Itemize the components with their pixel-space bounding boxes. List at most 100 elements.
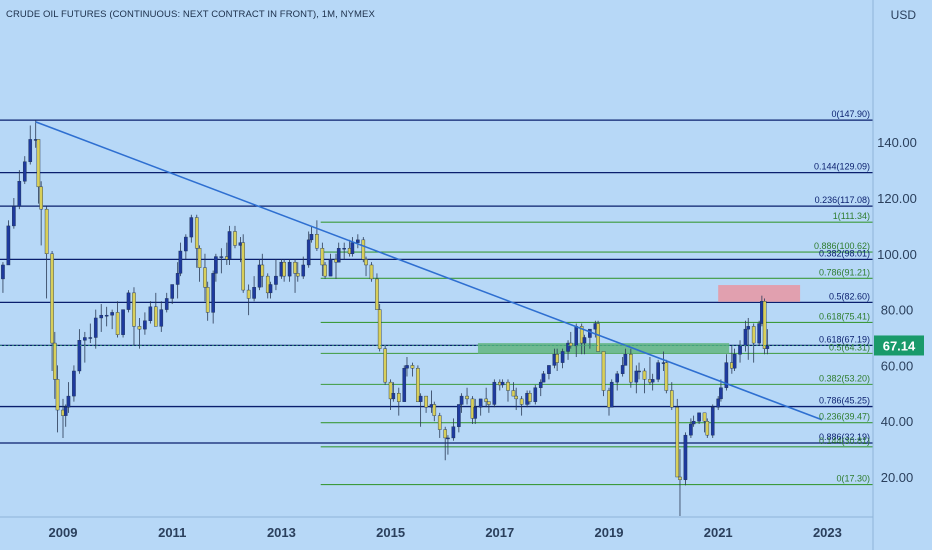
candle-body	[615, 373, 619, 383]
candle-body	[410, 365, 415, 369]
candle-body	[104, 314, 109, 317]
candle-body	[375, 278, 379, 310]
candle-body	[519, 398, 524, 405]
candle-body	[405, 365, 409, 369]
candle-body	[154, 306, 158, 327]
green-fib-label: 1(111.34)	[833, 211, 870, 221]
candle-body	[533, 387, 538, 402]
candle-body	[634, 370, 639, 383]
candle-body	[72, 370, 76, 397]
candle-body	[691, 421, 696, 425]
candle-body	[252, 287, 256, 299]
candle-body	[528, 393, 532, 402]
candle-body	[12, 206, 16, 227]
candle-body	[178, 250, 183, 274]
chart-title: CRUDE OIL FUTURES (CONTINUOUS: NEXT CONT…	[6, 9, 375, 20]
x-tick-label: 2019	[595, 525, 624, 540]
candle-body	[396, 393, 401, 402]
candle-body	[241, 242, 245, 291]
candle-body	[6, 225, 11, 266]
candle-body	[478, 398, 483, 408]
candle-body	[656, 362, 660, 380]
candle-body	[416, 367, 420, 402]
candle-body	[596, 323, 600, 352]
candle-body	[637, 370, 641, 373]
candle-body	[451, 426, 456, 439]
candle-body	[609, 381, 614, 408]
candle-body	[211, 273, 215, 313]
candle-body	[579, 326, 584, 344]
candle-body	[219, 256, 224, 258]
navy-fib-label: 0.144(129.09)	[814, 162, 870, 172]
candle-body	[293, 261, 297, 274]
x-tick-label: 2017	[485, 525, 514, 540]
candle-body	[77, 340, 82, 372]
candle-body	[110, 312, 114, 316]
green-fib-label: 0.786(91.21)	[819, 267, 870, 277]
y-tick-label: 60.00	[881, 358, 914, 373]
x-tick-label: 2021	[704, 525, 733, 540]
candle-body	[260, 264, 265, 277]
candle-body	[459, 395, 464, 405]
candle-body	[757, 323, 761, 344]
candle-body	[184, 236, 188, 252]
candle-body	[465, 395, 469, 400]
candle-body	[126, 292, 131, 310]
candle-body	[361, 239, 366, 260]
level-labels: 0(147.90) 0.144(129.09) 0.236(117.08) 0.382…	[814, 109, 870, 483]
candle-body	[295, 273, 300, 277]
y-tick-label: 100.00	[877, 247, 917, 262]
candle-body	[620, 365, 625, 374]
candle-body	[424, 395, 428, 408]
candle-body	[629, 354, 633, 383]
candle-body	[132, 292, 136, 327]
navy-fib-label: 0.5(82.60)	[829, 291, 870, 301]
resistance-zone	[718, 285, 801, 302]
candle-body	[683, 434, 688, 480]
y-tick-label: 120.00	[877, 191, 917, 206]
candle-body	[697, 412, 701, 422]
y-tick-label: 20.00	[881, 470, 914, 485]
candle-body	[762, 301, 767, 349]
green-fib-label: 0(17.30)	[836, 474, 870, 484]
candle-body	[99, 314, 104, 319]
green-fib-label: 0.382(53.20)	[819, 373, 870, 383]
candle-body	[511, 390, 516, 397]
candle-body	[233, 231, 237, 246]
price-axis[interactable]: 20.00 40.00 60.00 80.00 100.00 120.00 140.00	[872, 0, 917, 550]
candle-body	[443, 429, 448, 439]
time-axis[interactable]: 2009 2011 2013 2015 2017 2019 2021 2023	[0, 516, 873, 540]
candle-body	[664, 362, 669, 391]
candle-body	[538, 381, 543, 388]
candle-body	[1, 264, 5, 280]
candle-body	[487, 401, 491, 405]
green-fib-label: 0.236(39.47)	[819, 412, 870, 422]
candle-body	[55, 379, 60, 411]
y-tick-label: 80.00	[881, 303, 914, 318]
candle-body	[320, 248, 325, 266]
navy-fib-label: 0.886(32.19)	[819, 432, 870, 442]
candle-body	[306, 239, 311, 266]
candle-body	[143, 320, 147, 330]
y-tick-label: 40.00	[881, 414, 914, 429]
green-fib-label: 0.144(30.81)	[819, 436, 870, 446]
candle-body	[364, 259, 368, 266]
candle-body	[560, 351, 565, 363]
green-fib-label: 0.618(75.41)	[819, 311, 870, 321]
candle-body	[500, 381, 505, 386]
candle-body	[492, 381, 497, 405]
candle-body	[121, 309, 125, 335]
candle-body	[189, 217, 194, 238]
x-tick-label: 2013	[267, 525, 296, 540]
candle-body	[574, 326, 579, 347]
candle-body	[53, 342, 57, 380]
candle-body	[159, 309, 164, 327]
candle-body	[194, 217, 199, 249]
candle-body	[751, 326, 756, 344]
candle-body	[710, 407, 715, 436]
last-price-marker: 67.14	[0, 335, 924, 356]
candle-body	[484, 398, 488, 402]
support-zone	[477, 343, 730, 354]
candle-body	[418, 395, 423, 402]
